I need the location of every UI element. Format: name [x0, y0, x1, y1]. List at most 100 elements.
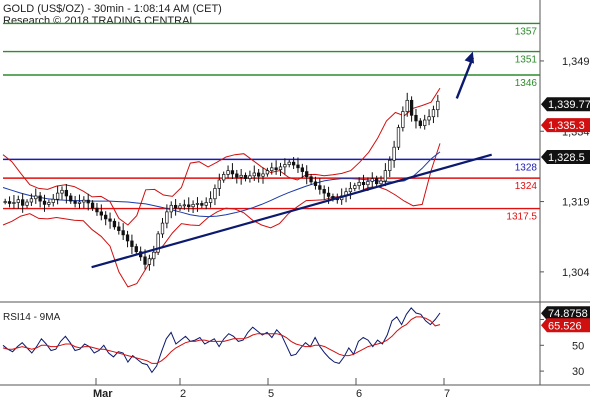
candle-body — [169, 204, 173, 213]
candle-body — [21, 199, 25, 206]
candle-body — [16, 199, 20, 203]
candle-body — [55, 192, 60, 200]
candle-body — [195, 203, 200, 205]
candle-body — [51, 198, 55, 203]
bollinger-upper — [2, 87, 441, 226]
candle-body — [296, 164, 300, 169]
rsi-series-9MA — [2, 316, 441, 364]
candle-body — [147, 258, 152, 265]
rsi-series-RSI14 — [2, 307, 441, 374]
x-tick-label: Mar — [93, 388, 113, 400]
rsi-title: RSI14 - 9MA — [3, 312, 61, 323]
candle-body — [73, 200, 77, 204]
candle-body — [239, 174, 243, 178]
candle-body — [243, 174, 248, 179]
candle-body — [152, 251, 156, 260]
candle-body — [130, 240, 134, 247]
candle-body — [388, 159, 392, 171]
candle-body — [108, 218, 112, 222]
candle-body — [287, 161, 291, 165]
support-trendline — [91, 153, 492, 269]
level-label-1317.5: 1317.5 — [506, 212, 537, 223]
candle-body — [427, 116, 431, 121]
candle-body — [226, 170, 230, 175]
candle-body — [160, 222, 165, 235]
candle-body — [208, 198, 213, 203]
candle-body — [182, 204, 187, 207]
candle-body — [64, 189, 69, 197]
candle-body — [309, 176, 313, 183]
level-label-1357: 1357 — [515, 26, 538, 37]
price-badge-1,335.3 — [541, 118, 590, 133]
chart-title: GOLD (US$/OZ) - 30min - 1:08:14 AM (CET) — [3, 3, 222, 15]
rsi-badge-65.526 — [541, 318, 590, 333]
candle-body — [423, 119, 427, 126]
candle-body — [191, 204, 195, 208]
candle-body — [104, 214, 108, 220]
candle-body — [3, 201, 7, 203]
candle-body — [69, 195, 73, 202]
candle-body — [414, 114, 418, 122]
level-label-1324: 1324 — [515, 181, 538, 192]
candle-body — [47, 202, 51, 205]
x-tick-label: 7 — [444, 388, 450, 400]
candle-body — [348, 188, 353, 193]
candle-body — [300, 167, 304, 172]
candle-body — [401, 111, 405, 128]
candle-body — [283, 164, 287, 168]
candle-body — [7, 201, 12, 204]
rsi-lines — [2, 307, 441, 374]
price-badge-label: 1,328.5 — [548, 152, 585, 164]
level-label-1328: 1328 — [515, 162, 538, 173]
candle-body — [117, 226, 121, 231]
level-label-1346: 1346 — [515, 78, 538, 89]
candle-body — [38, 195, 42, 202]
candle-body — [143, 256, 147, 265]
x-tick-label: 6 — [356, 388, 362, 400]
x-tick-label: 5 — [268, 388, 274, 400]
price-badge-label: 1,335.3 — [548, 120, 585, 132]
candle-body — [34, 195, 38, 200]
candle-body — [90, 202, 95, 209]
y-tick-label: 1,349 — [562, 56, 590, 68]
candle-body — [25, 201, 29, 206]
candle-body — [248, 175, 252, 179]
y-tick-label: 1,319 — [562, 197, 590, 209]
candle-body — [86, 199, 90, 204]
candle-body — [82, 199, 86, 203]
bollinger-lower — [2, 143, 441, 288]
candle-body — [156, 233, 160, 253]
candle-body — [396, 127, 401, 148]
x-tick-label: 2 — [180, 388, 186, 400]
candle-body — [217, 179, 221, 189]
candle-body — [357, 181, 361, 186]
candle-body — [165, 211, 169, 224]
price-badge-1,339.77 — [541, 97, 590, 112]
candle-body — [361, 181, 366, 186]
candle-body — [213, 188, 217, 200]
candle-body — [60, 189, 64, 194]
candle-body — [187, 204, 191, 208]
time-x-ticks: Mar 2 5 6 7 — [93, 378, 450, 400]
candle-body — [222, 174, 226, 181]
target-arrow-head — [464, 51, 475, 64]
candle-body — [305, 171, 309, 178]
candle-body — [326, 192, 331, 197]
candle-body — [370, 178, 374, 182]
candle-body — [318, 185, 322, 190]
candle-body — [409, 99, 414, 116]
candle-body — [270, 167, 274, 171]
candle-body — [121, 230, 125, 236]
candle-body — [366, 181, 370, 186]
candle-body — [235, 173, 239, 178]
candle-body — [436, 100, 440, 111]
level-label-1351: 1351 — [515, 55, 538, 66]
candle-body — [313, 181, 318, 186]
candle-body — [383, 170, 388, 182]
target-arrow-shaft — [455, 57, 474, 99]
candle-body — [77, 201, 82, 204]
